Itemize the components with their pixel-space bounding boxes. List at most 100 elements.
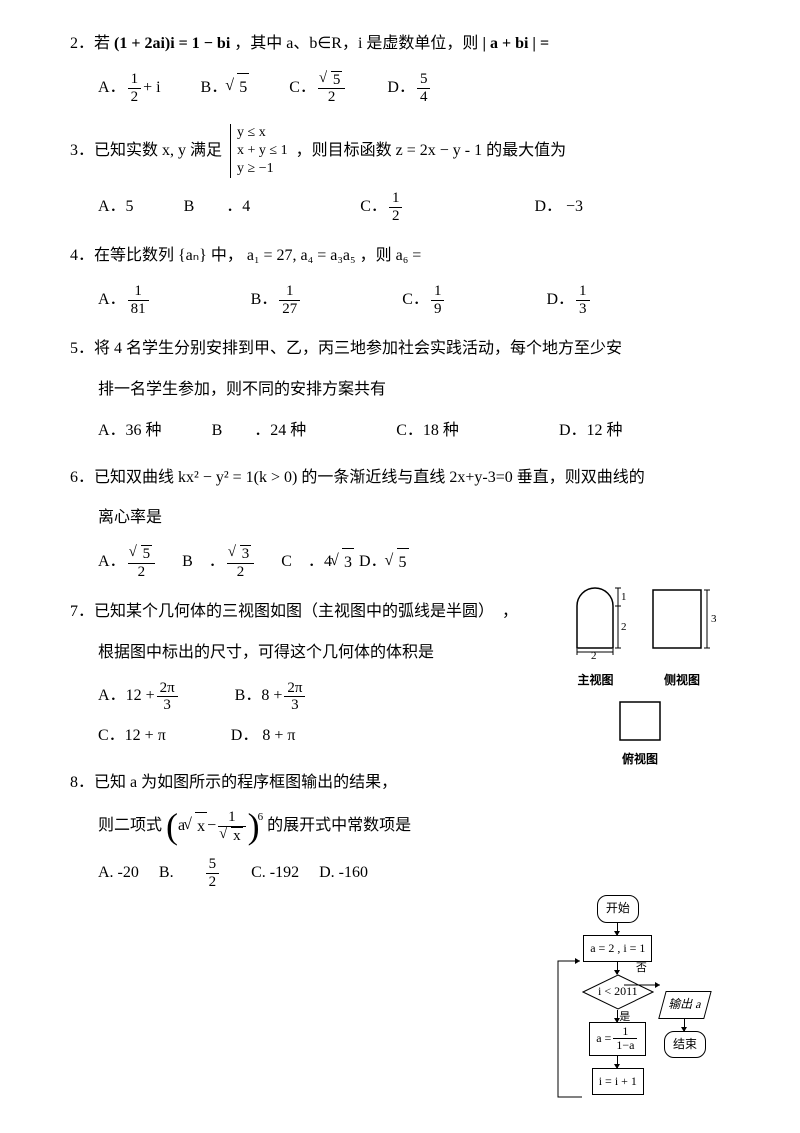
top-caption: 俯视图: [622, 749, 658, 771]
q4-choice-d: D． 13: [546, 283, 591, 317]
num: 1: [218, 809, 246, 827]
q2-formula: (1 + 2ai)i = 1 − bi: [114, 35, 230, 52]
den: 9: [431, 301, 445, 318]
prefix: 6．已知双曲线: [70, 469, 178, 486]
num: 3: [227, 545, 255, 564]
den: 1−a: [613, 1039, 637, 1052]
q2-text: 2．若 (1 + 2ai)i = 1 − bi ，其中 a、b∈R，i 是虚数单…: [70, 30, 740, 59]
arrow-icon: [684, 1019, 685, 1031]
q6-choices: A． 5 2 B ． 3 2 C ． 43 D． 5: [70, 545, 490, 580]
fraction: 181: [128, 283, 149, 317]
svg-text:3: 3: [711, 613, 717, 625]
flow-increment: i = i + 1: [592, 1068, 644, 1096]
q4-choice-a: A． 181: [98, 283, 151, 317]
flow-right-col: 否 输出 a 结束: [662, 977, 708, 1058]
side-caption: 侧视图: [664, 670, 700, 692]
sqrt: 5: [131, 545, 153, 563]
fraction: 12: [128, 71, 142, 105]
arrow-icon: [617, 962, 618, 974]
yes-branch: 是: [582, 1010, 654, 1022]
minus: −: [207, 812, 216, 841]
q5-line2: 排一名学生参加，则不同的安排方案共有: [70, 376, 740, 405]
flow-end: 结束: [664, 1031, 706, 1059]
cond1: y ≤ x: [237, 124, 288, 142]
q4-choices: A． 181 B． 127 C． 19 D． 13: [70, 283, 740, 317]
svg-text:2: 2: [591, 650, 597, 660]
question-3: 3．已知实数 x, y 满足 y ≤ x x + y ≤ 1 y ≥ −1 ，则…: [70, 124, 740, 225]
q6-choice-a: A． 5 2: [98, 545, 157, 580]
front-svg: 2 1 2: [561, 580, 631, 660]
flowchart-figure: 开始 a = 2 , i = 1 i < 2011 是 a = 11−a i =…: [545, 895, 745, 1095]
fraction: 52: [206, 856, 220, 890]
den: 3: [157, 697, 178, 714]
q8-line2: 则二项式 ( a x − 1 x ) 6 的展开式中常数项是: [70, 809, 740, 844]
yes-label: 是: [619, 1008, 630, 1028]
num: 1: [389, 190, 403, 208]
flow-left-col: 开始 a = 2 , i = 1 i < 2011 是 a = 11−a i =…: [582, 895, 654, 1095]
num: 1: [279, 283, 300, 301]
rad: 5: [397, 548, 409, 578]
fraction: 11−a: [613, 1025, 637, 1052]
suffix: + i: [143, 74, 160, 103]
z-func: z = 2x − y - 1: [396, 142, 482, 159]
power: 6: [258, 808, 264, 828]
coef: 12 +: [126, 682, 155, 711]
q5-choice-b: B ．24 种: [212, 417, 307, 446]
q8-choices: A. -20 B. 52 C. -192 D. -160: [70, 856, 740, 890]
q2-middle: ，其中 a、b∈R，i 是虚数单位，则: [234, 35, 482, 52]
q4-choice-c: C． 19: [402, 283, 446, 317]
label: D．: [359, 548, 387, 577]
den: 2: [227, 564, 255, 581]
num: 1: [128, 283, 149, 301]
label: A．: [98, 74, 126, 103]
front-caption: 主视图: [577, 670, 613, 692]
den: x: [218, 827, 246, 845]
q8-choice-a: A. -20: [98, 856, 139, 890]
label: C．: [289, 74, 316, 103]
q8-choice-b: B. 52: [159, 856, 221, 890]
side-svg: 3: [645, 580, 720, 660]
den: 2: [128, 564, 156, 581]
num: 1: [576, 283, 590, 301]
num: 1: [431, 283, 445, 301]
num: 2π: [284, 680, 305, 698]
label: D．: [546, 286, 574, 315]
q4-choice-b: B． 127: [251, 283, 303, 317]
paren-left: (: [166, 812, 178, 841]
views-bottom-row: 俯视图: [540, 697, 740, 771]
num: 1: [128, 71, 142, 89]
cond-text: i < 2011: [598, 981, 638, 1003]
sqrt: 3: [332, 548, 354, 578]
fraction: 127: [279, 283, 300, 317]
q8-choice-c: C. -192: [251, 856, 299, 890]
cond3: y ≥ −1: [237, 160, 288, 178]
num: 5: [417, 71, 431, 89]
q3-choices: A．5 B ．4 C． 12 D． −3: [70, 190, 740, 224]
label: C．: [360, 193, 387, 222]
label: A．: [98, 286, 126, 315]
rad: 5: [141, 545, 153, 563]
top-view: 俯视图: [610, 697, 670, 771]
question-6: 6．已知双曲线 kx² − y² = 1(k > 0) 的一条渐近线与直线 2x…: [70, 464, 740, 581]
sqrt: 5: [321, 71, 343, 89]
flow-output: 输出 a: [658, 991, 712, 1019]
q5-line1: 5．将 4 名学生分别安排到甲、乙，丙三地参加社会实践活动，每个地方至少安: [70, 335, 740, 364]
sqrt: x: [221, 827, 243, 845]
label: B．: [201, 74, 228, 103]
question-8: 8．已知 a 为如图所示的程序框图输出的结果， 则二项式 ( a x − 1 x…: [70, 769, 740, 891]
den: 3: [576, 301, 590, 318]
den: 4: [417, 89, 431, 106]
fraction: 3 2: [227, 545, 255, 580]
prefix: 3．已知实数 x, y 满足: [70, 142, 226, 159]
den: 3: [284, 697, 305, 714]
label: B．: [251, 286, 278, 315]
flow-assign: a = 11−a: [589, 1022, 646, 1055]
question-5: 5．将 4 名学生分别安排到甲、乙，丙三地参加社会实践活动，每个地方至少安 排一…: [70, 335, 740, 445]
sqrt: x: [185, 812, 207, 842]
brace-system: y ≤ x x + y ≤ 1 y ≥ −1: [230, 124, 288, 179]
fraction: 12: [389, 190, 403, 224]
fraction: 13: [576, 283, 590, 317]
rad: 5: [237, 73, 249, 103]
label: B.: [159, 859, 174, 888]
equation: kx² − y² = 1(k > 0): [178, 469, 297, 486]
